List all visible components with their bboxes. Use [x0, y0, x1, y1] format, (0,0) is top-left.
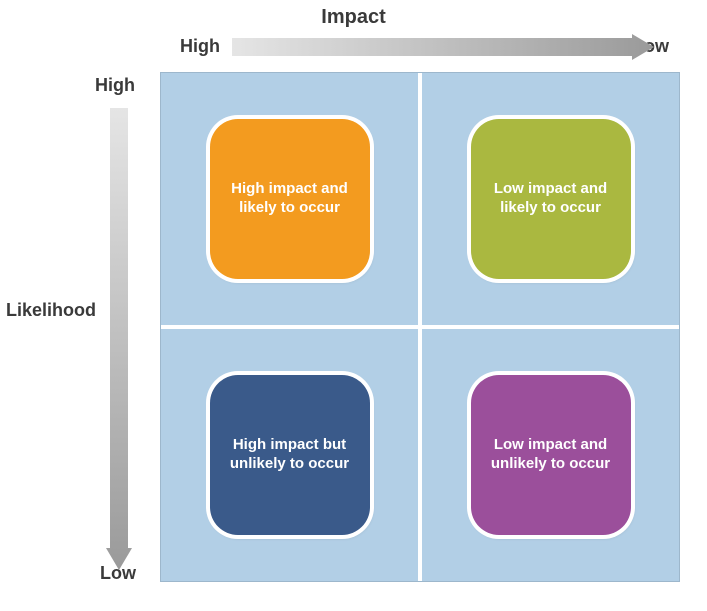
cell-high-impact-unlikely: High impact but unlikely to occur [161, 329, 418, 581]
tile-low-impact-likely: Low impact and likely to occur [471, 119, 631, 279]
x-axis-high-label: High [180, 36, 220, 57]
y-axis-high-label: High [95, 75, 135, 96]
x-axis-title: Impact [0, 6, 707, 29]
cell-low-impact-unlikely: Low impact and unlikely to occur [422, 329, 679, 581]
cell-high-impact-likely: High impact and likely to occur [161, 73, 418, 325]
cell-low-impact-likely: Low impact and likely to occur [422, 73, 679, 325]
tile-high-impact-likely: High impact and likely to occur [210, 119, 370, 279]
y-axis-arrow-icon [106, 108, 132, 570]
tile-low-impact-unlikely: Low impact and unlikely to occur [471, 375, 631, 535]
y-axis-title: Likelihood [6, 300, 96, 321]
x-axis-arrow-icon [232, 34, 654, 60]
tile-high-impact-unlikely: High impact but unlikely to occur [210, 375, 370, 535]
matrix-grid: High impact and likely to occur Low impa… [160, 72, 680, 582]
risk-matrix-diagram: Impact High Low Likelihood High Low High… [0, 0, 707, 611]
